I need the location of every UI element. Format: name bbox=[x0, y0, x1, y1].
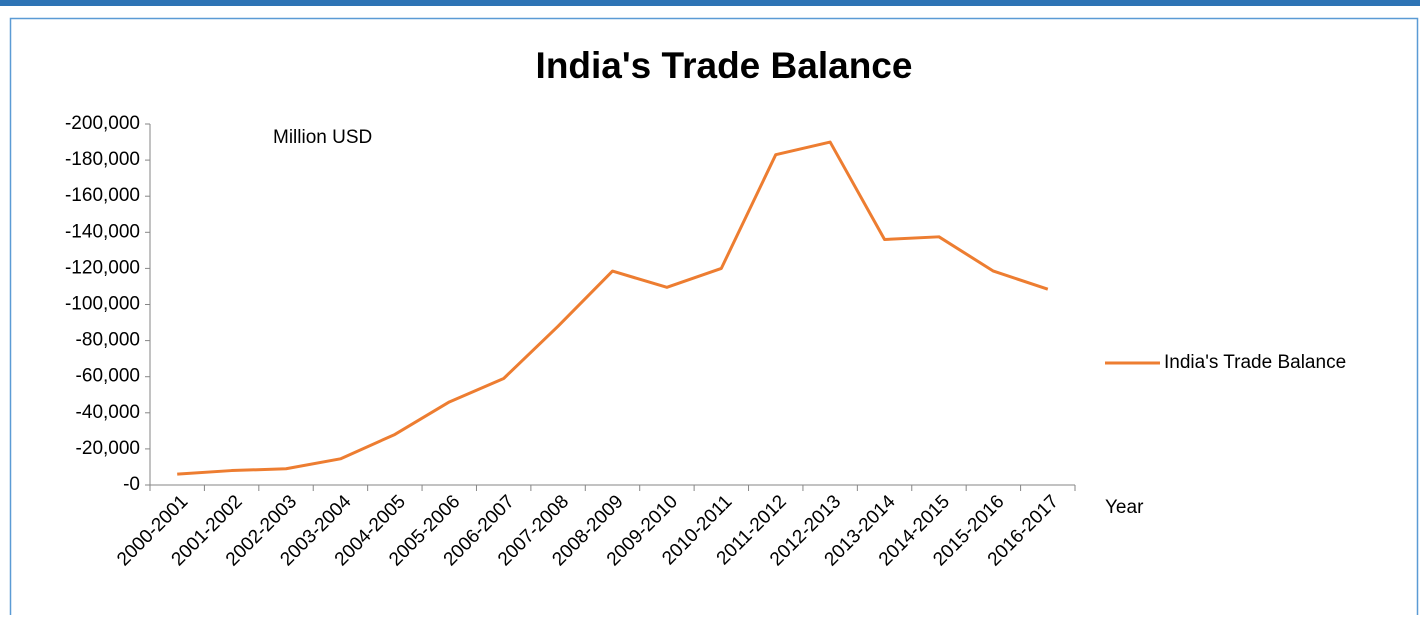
series-line bbox=[177, 140, 1049, 476]
y-tick-label: -100,000 bbox=[65, 294, 140, 315]
y-tick-label: -140,000 bbox=[65, 221, 140, 242]
y-tick-label: -0 bbox=[123, 474, 140, 495]
y-tick-label: -120,000 bbox=[65, 257, 140, 278]
legend-label: India's Trade Balance bbox=[1164, 352, 1346, 373]
y-tick-label: -40,000 bbox=[76, 402, 140, 423]
y-tick-label: -60,000 bbox=[76, 366, 140, 387]
annotation: Million USD bbox=[273, 127, 372, 148]
x-axis-label: Year bbox=[1105, 497, 1144, 518]
y-tick-label: -200,000 bbox=[65, 113, 140, 134]
chart-title: India's Trade Balance bbox=[536, 45, 913, 86]
y-tick-label: -20,000 bbox=[76, 438, 140, 459]
y-tick-label: -80,000 bbox=[76, 330, 140, 351]
header-strip bbox=[0, 0, 1420, 6]
y-tick-label: -180,000 bbox=[65, 149, 140, 170]
y-tick-label: -160,000 bbox=[65, 185, 140, 206]
